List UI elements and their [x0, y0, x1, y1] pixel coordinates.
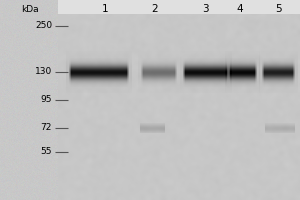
- Text: 4: 4: [237, 4, 243, 14]
- Text: 3: 3: [202, 4, 208, 14]
- Text: 1: 1: [102, 4, 108, 14]
- Text: 250: 250: [35, 21, 52, 30]
- Text: 5: 5: [275, 4, 281, 14]
- Text: kDa: kDa: [21, 4, 39, 14]
- Text: 130: 130: [35, 68, 52, 76]
- Text: 95: 95: [40, 96, 52, 104]
- Text: 72: 72: [40, 123, 52, 132]
- Text: 55: 55: [40, 148, 52, 156]
- Text: 2: 2: [152, 4, 158, 14]
